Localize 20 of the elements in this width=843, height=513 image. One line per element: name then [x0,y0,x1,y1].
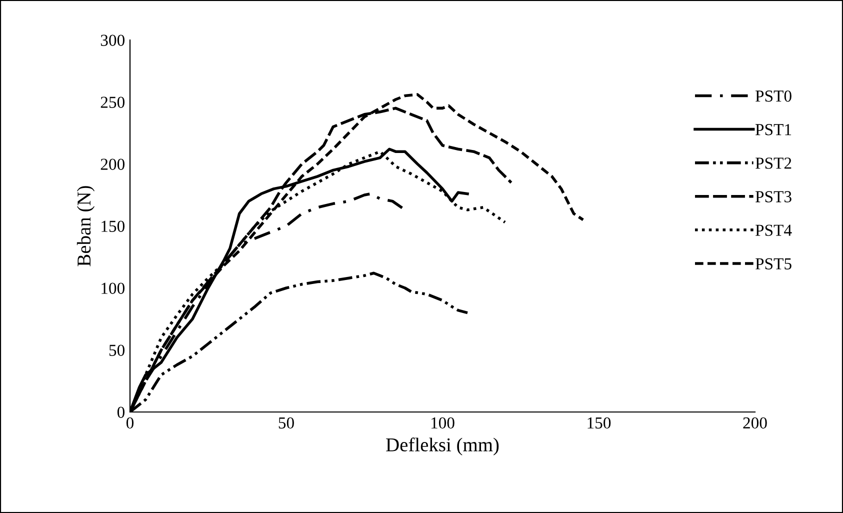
y-tick-label: 300 [100,34,125,46]
y-tick-label: 100 [102,282,125,294]
x-tick-label: 200 [743,417,767,429]
x-tick-label: 0 [126,417,134,429]
y-axis-title: Beban (N) [76,186,95,266]
legend-label: PST0 [755,90,792,102]
y-tick-label: 0 [117,406,125,418]
x-axis-title: Defleksi (mm) [386,438,499,456]
legend-label: PST2 [755,158,792,169]
y-tick-label: 50 [109,344,125,356]
x-tick-label: 50 [278,417,294,429]
y-tick-label: 150 [102,220,125,232]
legend-label: PST3 [755,191,792,202]
legend-label: PST4 [755,224,792,236]
legend-label: PST5 [755,258,792,270]
legend-label: PST1 [755,124,792,136]
y-tick-label: 200 [100,158,125,170]
x-tick-label: 100 [431,417,454,429]
x-tick-label: 150 [588,417,611,429]
y-tick-label: 250 [100,96,125,108]
